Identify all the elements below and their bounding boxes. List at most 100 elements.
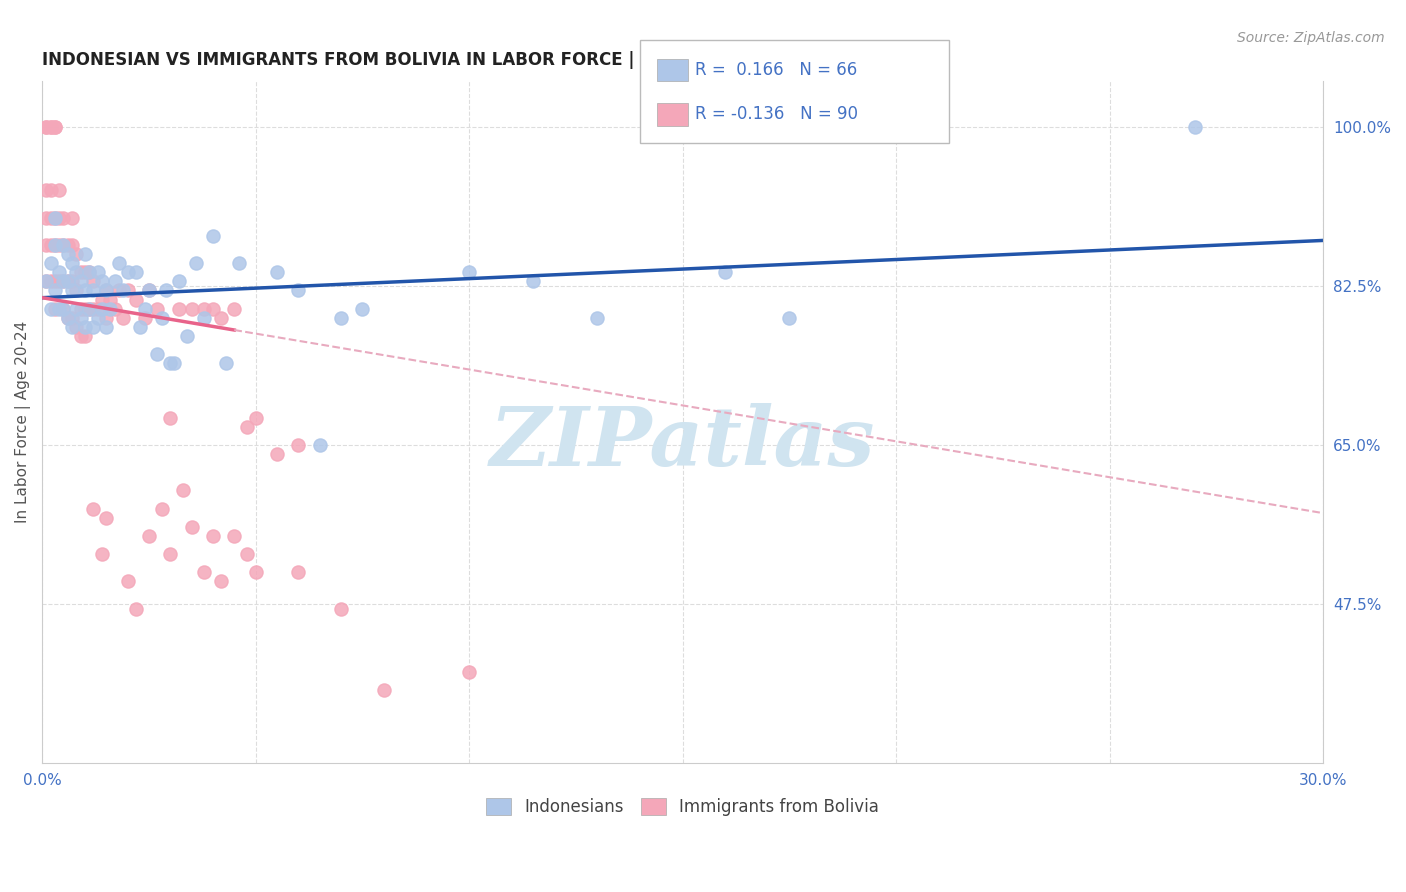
Point [236,547,259,561]
Point [77,301,100,316]
Point [245,410,267,425]
Point [65,247,87,261]
Point [104,274,127,288]
Point [714,265,737,279]
Point [90,293,112,307]
Point [159,356,181,370]
Point [44,211,66,225]
Point [35,274,58,288]
Point [180,520,202,534]
Point [39,301,62,316]
Point [60,319,83,334]
Point [44,274,66,288]
Point [167,274,190,288]
Point [308,438,330,452]
Point [373,683,395,698]
Point [108,284,131,298]
Point [146,301,169,316]
Point [35,238,58,252]
Point [163,356,186,370]
Point [82,274,104,288]
Point [104,301,127,316]
Text: R = -0.136   N = 90: R = -0.136 N = 90 [695,105,858,123]
Point [52,274,75,288]
Point [96,319,118,334]
Point [138,284,160,298]
Point [52,238,75,252]
Text: ZIPatlas: ZIPatlas [489,402,876,483]
Point [73,301,96,316]
Point [73,329,96,343]
Point [134,301,156,316]
Point [287,566,309,580]
Point [117,265,139,279]
Point [48,238,70,252]
Point [77,265,100,279]
Point [56,274,79,288]
Point [82,319,104,334]
Text: INDONESIAN VS IMMIGRANTS FROM BOLIVIA IN LABOR FORCE | AGE 20-24 CORRELATION CHA: INDONESIAN VS IMMIGRANTS FROM BOLIVIA IN… [42,51,942,69]
Legend: Indonesians, Immigrants from Bolivia: Indonesians, Immigrants from Bolivia [479,791,886,823]
Point [201,301,224,316]
Point [77,265,100,279]
Point [201,228,224,243]
Point [129,319,152,334]
Point [100,293,122,307]
Point [352,301,374,316]
Point [60,284,83,298]
Point [65,284,87,298]
Point [176,329,198,343]
Point [48,301,70,316]
Point [266,265,288,279]
Point [458,665,481,680]
Point [96,284,118,298]
Point [52,238,75,252]
Point [146,347,169,361]
Point [167,301,190,316]
Point [35,211,58,225]
Point [60,256,83,270]
Point [108,256,131,270]
Point [90,547,112,561]
Point [159,547,181,561]
Point [48,211,70,225]
Point [44,238,66,252]
Point [44,284,66,298]
Point [69,310,91,325]
Point [287,284,309,298]
Point [193,301,215,316]
Point [150,501,173,516]
Point [35,120,58,134]
Point [44,211,66,225]
Point [184,256,207,270]
Point [60,238,83,252]
Point [69,265,91,279]
Point [180,301,202,316]
Point [60,310,83,325]
Point [330,601,353,615]
Point [69,301,91,316]
Point [56,247,79,261]
Point [1184,120,1206,134]
Point [73,247,96,261]
Point [236,419,259,434]
Point [150,310,173,325]
Point [52,274,75,288]
Point [266,447,288,461]
Point [82,284,104,298]
Point [224,529,246,543]
Point [211,310,233,325]
Point [35,120,58,134]
Point [125,601,148,615]
Point [224,301,246,316]
Point [228,256,250,270]
Point [48,265,70,279]
Point [193,310,215,325]
Point [44,301,66,316]
Point [155,284,177,298]
Point [86,265,108,279]
Point [215,356,238,370]
Point [52,301,75,316]
Y-axis label: In Labor Force | Age 20-24: In Labor Force | Age 20-24 [15,321,31,524]
Point [56,310,79,325]
